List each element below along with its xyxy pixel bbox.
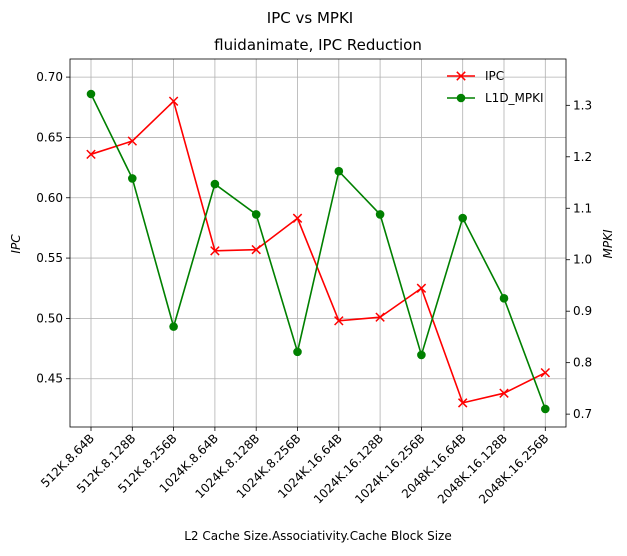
chart-suptitle: IPC vs MPKI — [267, 9, 353, 27]
mpki-point — [86, 89, 96, 99]
mpki-point — [210, 179, 220, 189]
mpki-point — [458, 213, 468, 223]
ipc-point — [334, 316, 344, 326]
y-tick-label-left: 0.55 — [36, 251, 63, 265]
x-tick-label: 2048K.16.128B — [435, 431, 510, 506]
ipc-point — [210, 246, 220, 256]
ipc-point-stroke — [540, 367, 551, 378]
ipc-point-stroke — [168, 96, 179, 106]
ipc-point-stroke — [457, 398, 468, 408]
mpki-point — [293, 347, 302, 357]
ipc-point-stroke — [416, 283, 427, 293]
mpki-point — [251, 210, 261, 219]
y-tick-label-right: 1.2 — [573, 150, 592, 164]
y-tick-label-right: 1.3 — [573, 98, 592, 112]
y-tick-label-left: 0.70 — [36, 70, 63, 84]
y-tick-label-right: 0.9 — [573, 304, 592, 318]
legend-label: IPC — [485, 69, 504, 83]
ipc-point — [168, 96, 179, 106]
ipc-point-stroke — [127, 136, 138, 146]
ipc-point-stroke — [334, 316, 344, 326]
x-tick-label: 1024K.16.256B — [352, 431, 427, 506]
chart-title: fluidanimate, IPC Reduction — [214, 36, 422, 54]
ipc-point — [540, 367, 551, 378]
y-axis-label-left: IPC — [9, 234, 23, 254]
y-tick-label-left: 0.50 — [36, 311, 63, 325]
y-tick-label-right: 0.8 — [573, 356, 592, 370]
x-axis-label: L2 Cache Size.Associativity.Cache Block … — [184, 529, 451, 543]
ipc-point-stroke — [86, 149, 96, 160]
ipc-point-stroke — [292, 213, 303, 223]
ipc-point-stroke — [375, 312, 385, 322]
ipc-point-stroke — [499, 388, 509, 398]
y-tick-label-right: 1.0 — [573, 253, 592, 267]
plot-frame — [69, 58, 567, 428]
ipc-point — [86, 149, 96, 160]
mpki-series-line — [90, 93, 547, 410]
y-tick-label-left: 0.65 — [36, 130, 63, 144]
x-tick-label: 1024K.16.128B — [311, 431, 386, 506]
mpki-point — [375, 210, 385, 219]
ipc-point — [499, 388, 509, 398]
x-tick-label: 2048K.16.256B — [476, 431, 551, 506]
ipc-point — [456, 71, 466, 81]
mpki-point — [128, 174, 137, 183]
ipc-point — [251, 244, 261, 255]
y-tick-label-right: 1.1 — [573, 201, 592, 215]
mpki-point — [499, 294, 509, 303]
ipc-series-line — [90, 99, 546, 404]
mpki-point — [169, 322, 178, 331]
y-tick-label-left: 0.60 — [36, 191, 63, 205]
ipc-point — [375, 312, 385, 322]
mpki-point — [541, 404, 550, 414]
ipc-point — [416, 283, 427, 293]
ipc-point — [457, 398, 468, 408]
ipc-point-stroke — [210, 246, 220, 256]
ipc-point — [127, 136, 138, 146]
legend-label: L1D_MPKI — [485, 91, 544, 105]
y-tick-label-left: 0.45 — [36, 372, 63, 386]
mpki-point — [334, 166, 344, 176]
ipc-point — [292, 213, 303, 223]
y-axis-label-right: MPKI — [601, 229, 615, 258]
mpki-point — [417, 350, 426, 360]
y-tick-label-right: 0.7 — [573, 407, 592, 421]
legend-marker — [456, 93, 466, 103]
ipc-point-stroke — [456, 71, 466, 81]
ipc-point-stroke — [251, 244, 261, 255]
